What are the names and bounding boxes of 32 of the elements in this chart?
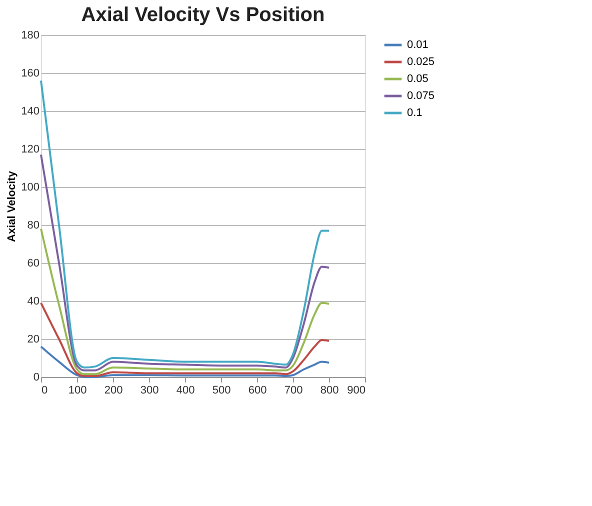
x-tick-label: 0	[42, 384, 48, 396]
legend-label: 0.01	[407, 39, 428, 51]
x-tick-label: 500	[212, 384, 231, 396]
line-series	[40, 80, 330, 368]
y-tick-label: 0	[33, 372, 40, 384]
x-tick-label: 800	[320, 384, 339, 396]
line-series	[40, 228, 330, 376]
y-tick-label: 60	[27, 258, 40, 270]
y-tick-label: 40	[27, 296, 40, 308]
line-series	[40, 346, 330, 378]
line-series	[40, 302, 330, 378]
y-tick-label: 120	[21, 144, 40, 156]
x-tick-label: 200	[104, 384, 123, 396]
y-tick-label: 20	[27, 334, 40, 346]
legend-label: 0.025	[407, 56, 435, 68]
y-axis-title: Axial Velocity	[6, 170, 18, 242]
x-tick-label: 400	[176, 384, 195, 396]
x-tick-label: 600	[248, 384, 267, 396]
y-tick-label: 180	[21, 30, 40, 42]
x-tick-label: 300	[140, 384, 159, 396]
legend-label: 0.05	[407, 73, 428, 85]
legend-label: 0.075	[407, 90, 435, 102]
y-tick-label: 160	[21, 68, 40, 80]
x-tick-label: 900	[347, 384, 366, 396]
y-tick-label: 80	[27, 220, 40, 232]
x-tick-label: 700	[284, 384, 303, 396]
y-tick-label: 140	[21, 106, 40, 118]
line-series	[40, 154, 330, 372]
y-tick-label: 100	[21, 182, 40, 194]
chart-title: Axial Velocity Vs Position	[81, 4, 325, 26]
x-tick-label: 100	[68, 384, 87, 396]
legend-label: 0.1	[407, 107, 422, 119]
